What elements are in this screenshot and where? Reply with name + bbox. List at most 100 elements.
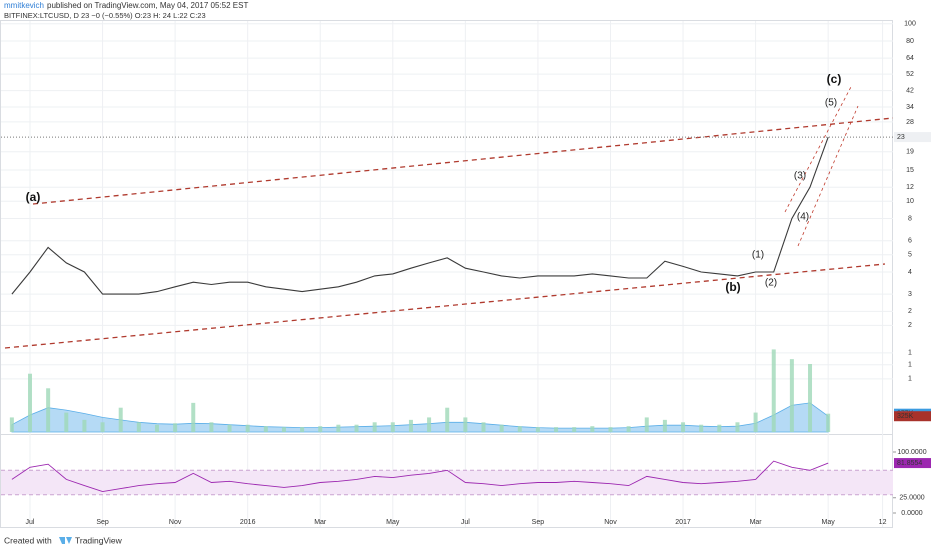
volume-bar	[372, 422, 377, 432]
rsi-band	[1, 470, 893, 495]
volume-bar	[717, 424, 722, 432]
x-tick-label: 2017	[675, 519, 691, 526]
x-tick-label: May	[386, 519, 400, 526]
volume-bar	[9, 417, 14, 432]
y-tick-label: 2	[908, 308, 912, 315]
volume-bar	[517, 426, 522, 432]
y-tick-label: 1	[908, 350, 912, 357]
rsi-tick-label: 0.0000	[901, 510, 923, 517]
volume-ma-last-box	[894, 411, 931, 422]
rsi-last: 81.8554	[897, 460, 922, 467]
y-tick-label: 52	[906, 71, 914, 78]
wave-label: (b)	[725, 280, 740, 294]
x-tick-label: Nov	[604, 519, 617, 526]
volume-bar	[789, 359, 794, 432]
volume-bar	[227, 424, 232, 432]
volume-bar	[808, 364, 813, 432]
volume-bar	[753, 412, 758, 432]
y-tick-label: 15	[906, 167, 914, 174]
rsi-tick-label: 100.0000	[897, 449, 926, 456]
volume-bar	[427, 417, 432, 432]
x-tick-label: Jul	[26, 519, 35, 526]
volume-bar	[245, 424, 250, 432]
volume-bar	[318, 426, 323, 432]
x-tick-label: 12	[879, 519, 887, 526]
volume-bar	[590, 426, 595, 432]
volume-bar	[46, 388, 51, 432]
volume-bar	[390, 422, 395, 432]
volume-bar	[209, 422, 214, 432]
volume-bar	[662, 419, 667, 432]
volume-bar	[535, 427, 540, 432]
volume-bar	[64, 412, 69, 432]
wave-label: (3)	[794, 171, 806, 182]
footer-brand[interactable]: TradingView	[75, 535, 123, 545]
volume-bar	[445, 407, 450, 432]
volume-bar	[336, 424, 341, 432]
x-tick-label: Sep	[96, 519, 109, 526]
channel-line	[797, 105, 859, 247]
volume-bar	[554, 427, 559, 432]
x-tick-label: Mar	[314, 519, 327, 526]
y-tick-label: 1	[908, 362, 912, 369]
footer: Created with TradingView	[4, 535, 123, 545]
wave-label: (4)	[797, 212, 809, 223]
y-tick-label: 34	[906, 104, 914, 111]
volume-bar	[608, 427, 613, 432]
volume-bar	[408, 419, 413, 432]
x-tick-label: 2016	[240, 519, 256, 526]
volume-bar	[300, 427, 305, 432]
wave-label: (a)	[26, 190, 41, 204]
y-tick-label: 64	[906, 55, 914, 62]
volume-bar	[191, 402, 196, 432]
volume-bar	[118, 407, 123, 432]
volume-bar	[463, 417, 468, 432]
volume-bar	[28, 373, 32, 432]
volume-bar	[572, 427, 577, 432]
y-tick-label: 100	[904, 21, 916, 28]
volume-ma-last: 325K	[897, 413, 914, 420]
volume-bar	[771, 349, 776, 432]
x-tick-label: Sep	[532, 519, 545, 526]
x-tick-label: Mar	[750, 519, 763, 526]
y-tick-label: 10	[906, 198, 914, 205]
volume-bar	[499, 424, 504, 432]
y-tick-label: 80	[906, 38, 914, 45]
y-tick-label: 5	[908, 252, 912, 259]
y-tick-label: 19	[906, 149, 914, 156]
volume-bar	[626, 426, 631, 432]
y-tick-label: 3	[908, 291, 912, 298]
volume-bar	[644, 417, 649, 432]
x-tick-label: Jul	[461, 519, 470, 526]
volume-bar	[681, 422, 686, 432]
volume-bar	[826, 413, 831, 432]
volume-bar	[100, 422, 105, 432]
y-tick-label: 4	[908, 269, 912, 276]
rsi-tick-label: 25.0000	[899, 495, 924, 502]
last-price-box	[894, 132, 931, 143]
wave-label: (2)	[765, 278, 777, 289]
volume-bar	[263, 426, 268, 432]
wave-label: (1)	[752, 250, 764, 261]
frame	[0, 20, 893, 528]
volume-bar	[735, 422, 740, 432]
rsi-last-box	[894, 458, 931, 469]
trend-line	[32, 117, 894, 205]
wave-label: (5)	[825, 98, 837, 109]
y-tick-label: 28	[906, 119, 914, 126]
volume-bar	[82, 419, 87, 432]
volume-bar	[481, 422, 486, 432]
symbol-line: BITFINEX:LTCUSD, D 23 −0 (−0.55%) O:23 H…	[4, 11, 206, 20]
volume-bar	[136, 422, 141, 432]
y-tick-label: 1	[908, 376, 912, 383]
price-line	[11, 136, 829, 295]
logo	[59, 537, 72, 544]
y-tick-label: 42	[906, 87, 914, 94]
published: published on TradingView.com, May 04, 20…	[47, 1, 248, 10]
volume-bar	[173, 423, 178, 432]
volume-bar	[699, 424, 704, 432]
author[interactable]: mmitkevich	[4, 1, 44, 10]
y-tick-label: 8	[908, 215, 912, 222]
